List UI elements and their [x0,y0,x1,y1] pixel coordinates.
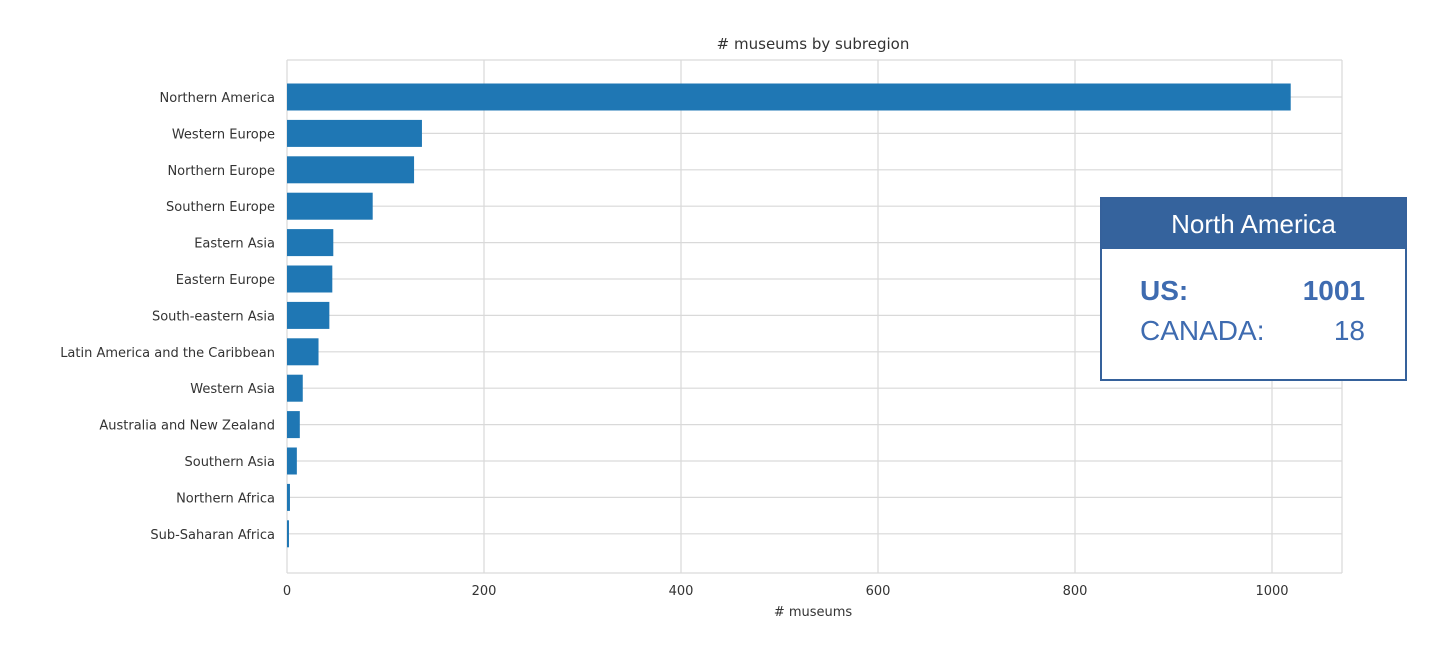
y-tick-label: Sub-Saharan Africa [150,528,275,543]
y-tick-label: Australia and New Zealand [99,419,275,434]
callout-us-value: 1001 [1302,275,1365,306]
x-tick-labels: 0 200 400 600 800 1000 [283,584,1289,599]
x-axis-label: # museums [774,605,853,620]
bar [287,301,330,329]
bar [287,119,422,147]
x-tick-label: 0 [283,584,291,599]
y-tick-label: Latin America and the Caribbean [60,346,275,361]
callout-canada-value: 18 [1333,315,1365,346]
x-tick-label: 400 [669,584,694,599]
x-tick-label: 200 [472,584,497,599]
y-tick-label: Northern Europe [167,164,275,179]
y-tick-label: Eastern Asia [194,237,275,252]
bar [287,411,300,439]
bar [287,83,1291,111]
callout-canada-label: CANADA: [1140,315,1265,346]
bar [287,374,303,402]
y-tick-label: Northern America [160,91,275,106]
x-tick-label: 1000 [1255,584,1288,599]
y-tick-label: Northern Africa [176,491,275,506]
bars [287,83,1291,548]
north-america-callout: North America US: 1001 CANADA: 18 [1100,197,1407,381]
bar [287,483,290,511]
x-tick-label: 600 [866,584,891,599]
y-tick-label: Western Europe [172,127,275,142]
y-tick-label: Eastern Europe [176,273,275,288]
y-tick-label: South-eastern Asia [152,309,275,324]
callout-row-canada: CANADA: 18 [1140,315,1365,347]
bar [287,192,373,220]
callout-row-us: US: 1001 [1140,275,1365,307]
callout-title: North America [1102,199,1405,249]
y-tick-label: Southern Asia [184,455,275,470]
y-tick-label: Western Asia [190,382,275,397]
bar [287,265,333,293]
x-tick-label: 800 [1063,584,1088,599]
callout-us-label: US: [1140,275,1189,306]
bar [287,447,297,475]
bar [287,156,415,184]
bar [287,229,334,257]
chart-title: # museums by subregion [717,35,910,53]
y-tick-label: Southern Europe [166,200,275,215]
bar [287,338,319,366]
y-tick-labels: Northern America Western Europe Northern E… [60,91,275,543]
bar [287,520,289,548]
